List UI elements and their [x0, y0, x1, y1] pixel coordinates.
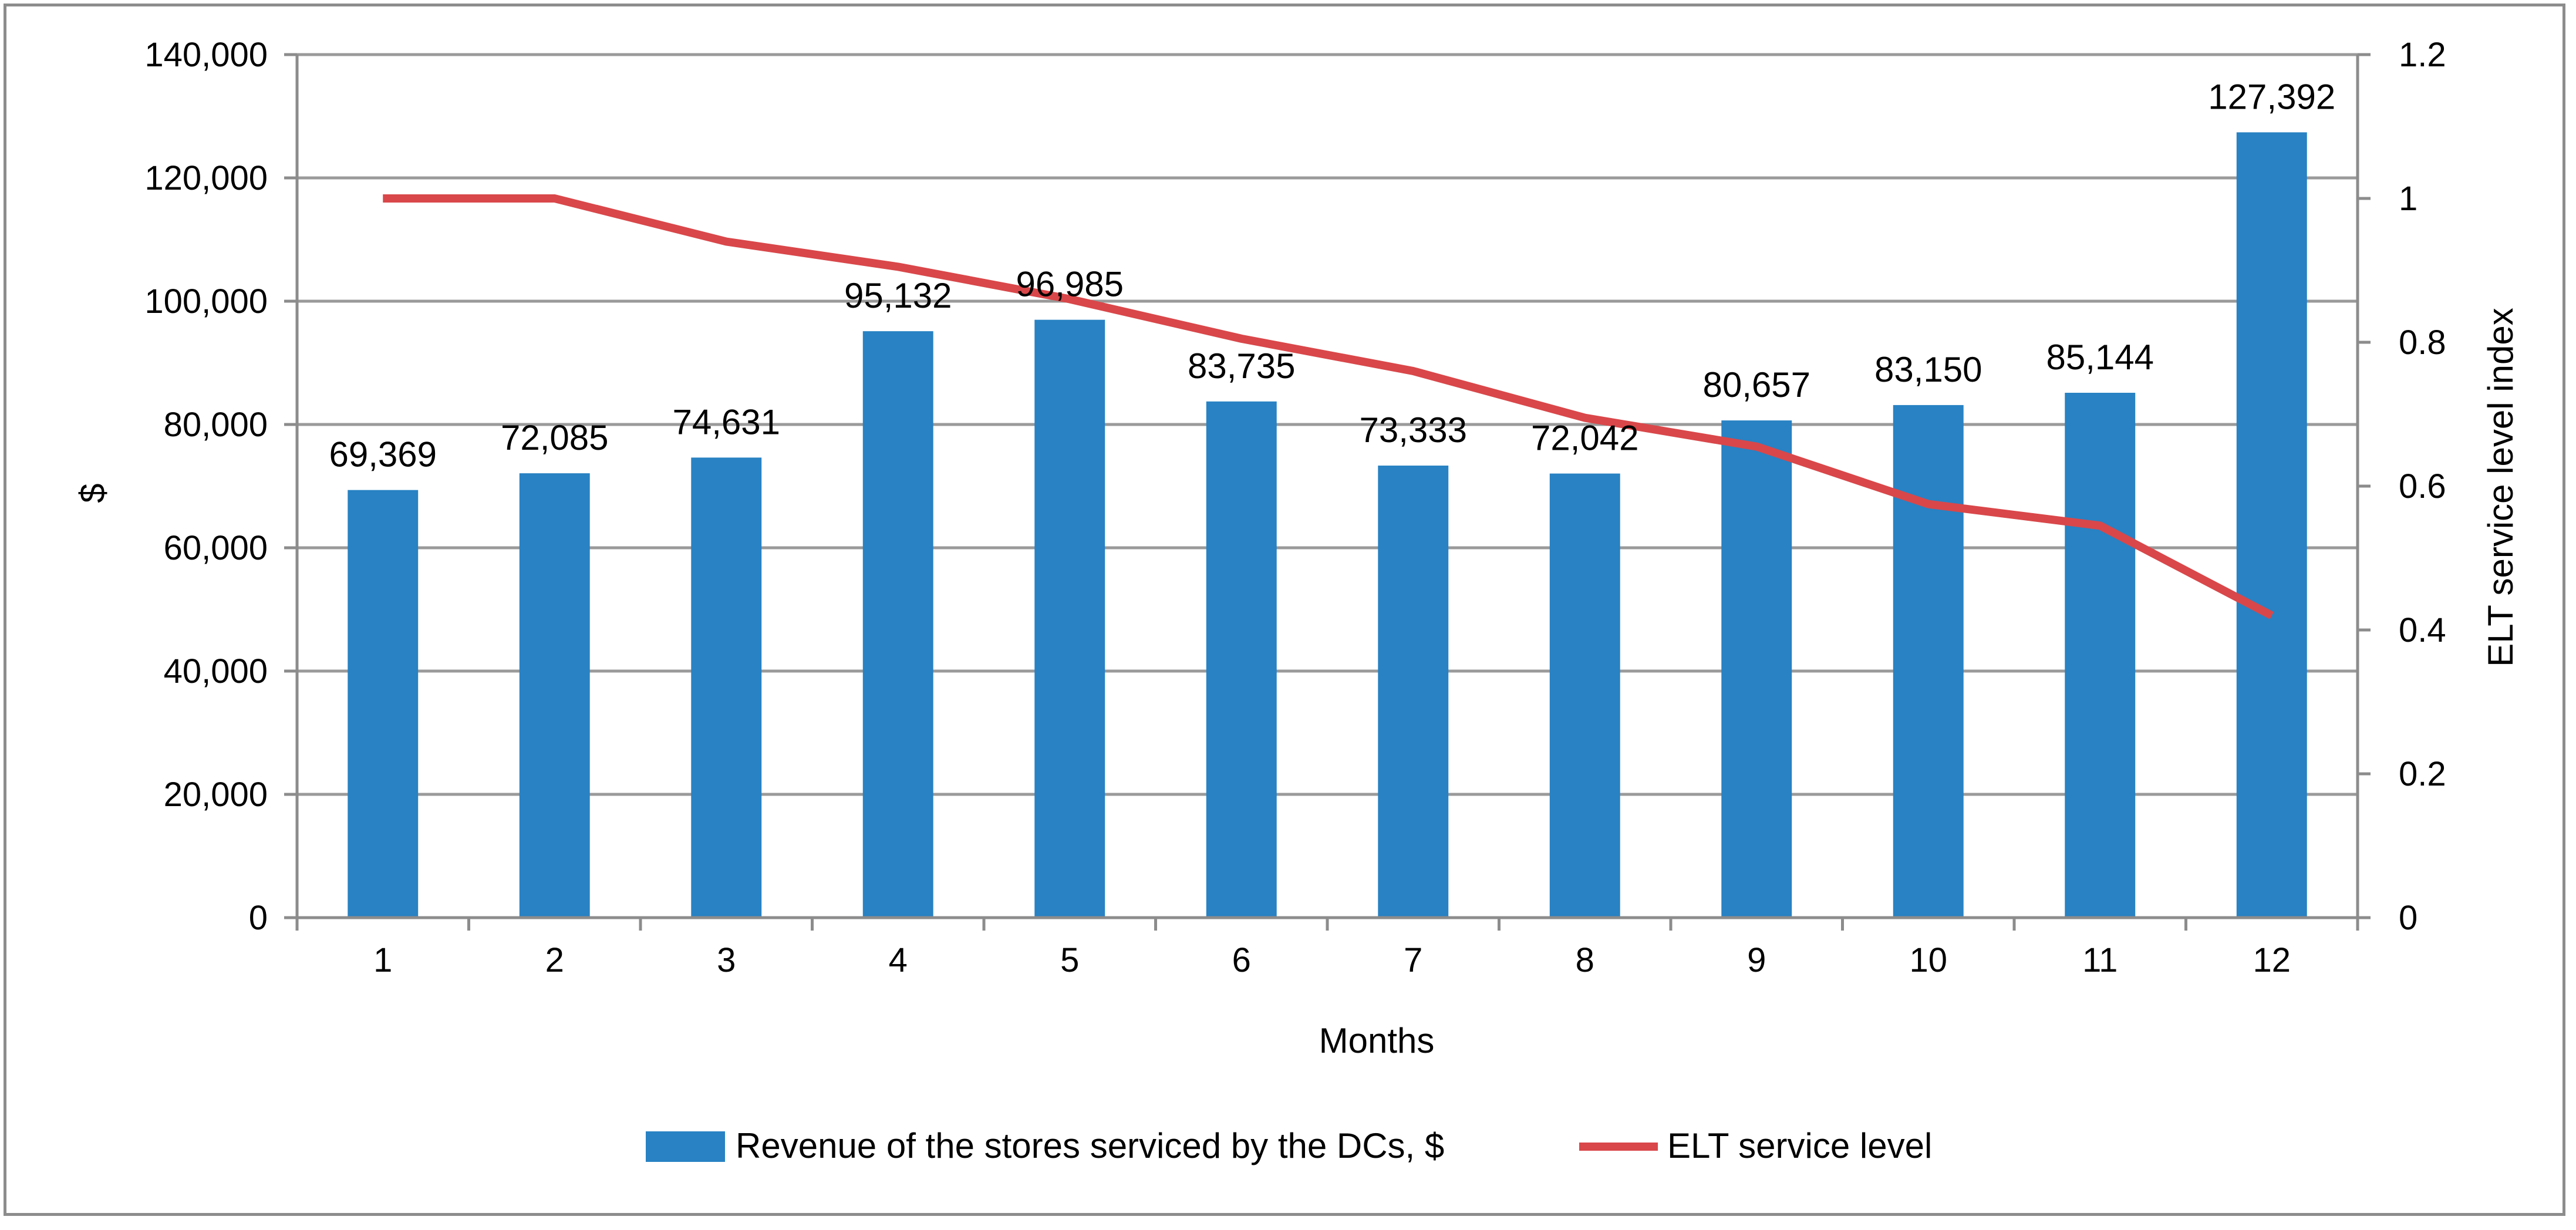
y-tick-label: 140,000: [144, 36, 268, 74]
legend-label-revenue: Revenue of the stores serviced by the DC…: [736, 1126, 1444, 1165]
bar-data-label: 73,333: [1359, 410, 1467, 450]
bar-data-label: 72,042: [1531, 419, 1639, 458]
bar-data-label: 83,735: [1188, 346, 1296, 386]
legend: Revenue of the stores serviced by the DC…: [646, 1126, 1932, 1165]
bar-data-label: 95,132: [844, 276, 952, 315]
bar: [1206, 401, 1277, 918]
bar: [1378, 466, 1449, 918]
x-tick-label: 11: [2082, 941, 2118, 979]
legend-label-elt: ELT service level: [1667, 1126, 1932, 1165]
y-axis-title: $: [73, 483, 112, 503]
bar: [1721, 420, 1792, 918]
bar-data-label: 74,631: [672, 402, 780, 442]
bar: [2236, 132, 2307, 918]
legend-swatch-revenue: [646, 1131, 725, 1162]
bar-series: [348, 132, 2307, 918]
y2-tick-label: 0.8: [2399, 323, 2446, 362]
x-tick-label: 6: [1232, 941, 1251, 979]
bar-data-label: 72,085: [501, 418, 609, 457]
y2-tick-label: 0: [2399, 899, 2417, 937]
bar-data-label: 96,985: [1016, 265, 1124, 304]
y2-tick-label: 0.4: [2399, 611, 2446, 649]
x-tick-label: 12: [2253, 941, 2291, 979]
bar: [862, 331, 933, 918]
bar: [519, 473, 590, 918]
x-tick-label: 4: [889, 941, 908, 979]
x-tick-label: 7: [1404, 941, 1422, 979]
bar: [1549, 473, 1620, 918]
y-tick-label: 100,000: [144, 282, 268, 321]
line-series: [383, 194, 2274, 619]
y2-axis-title: ELT service level index: [2481, 308, 2520, 666]
data-labels: 69,369 72,085 74,631 95,132 96,985 83,735 73,3…: [329, 77, 2335, 474]
y-tick-label: 60,000: [164, 529, 268, 567]
y-tick-label: 20,000: [164, 776, 268, 814]
axes: 0 20,000 40,000 60,000 80,000 100,000 120,000 1…: [144, 36, 2446, 979]
x-tick-label: 9: [1747, 941, 1766, 979]
y-tick-label: 80,000: [164, 406, 268, 444]
bar: [348, 490, 419, 918]
bar-data-label: 69,369: [329, 435, 437, 474]
x-tick-label: 5: [1060, 941, 1079, 979]
x-tick-label: 1: [373, 941, 392, 979]
y-tick-label: 120,000: [144, 159, 268, 197]
bar-data-label: 80,657: [1702, 365, 1810, 405]
y-tick-label: 0: [249, 899, 268, 937]
bar: [1893, 405, 1964, 918]
y-tick-label: 40,000: [164, 652, 268, 690]
bar: [691, 457, 762, 918]
x-tick-label: 10: [1909, 941, 1947, 979]
bar-data-label: 127,392: [2208, 77, 2335, 116]
y2-tick-label: 1.2: [2399, 36, 2446, 74]
gridlines: [297, 53, 2358, 796]
y2-tick-label: 1: [2399, 180, 2417, 218]
y2-tick-label: 0.2: [2399, 755, 2446, 793]
chart-frame: [4, 4, 2565, 1216]
bar-data-label: 83,150: [1874, 350, 1982, 389]
x-tick-label: 3: [717, 941, 736, 979]
bar: [1034, 319, 1105, 918]
y2-tick-label: 0.6: [2399, 467, 2446, 506]
x-axis-title: Months: [1319, 1021, 1435, 1060]
bar-data-label: 85,144: [2046, 338, 2154, 377]
x-tick-label: 8: [1576, 941, 1594, 979]
bar: [2065, 392, 2136, 918]
x-tick-label: 2: [545, 941, 564, 979]
elt-service-line: [383, 194, 2274, 619]
